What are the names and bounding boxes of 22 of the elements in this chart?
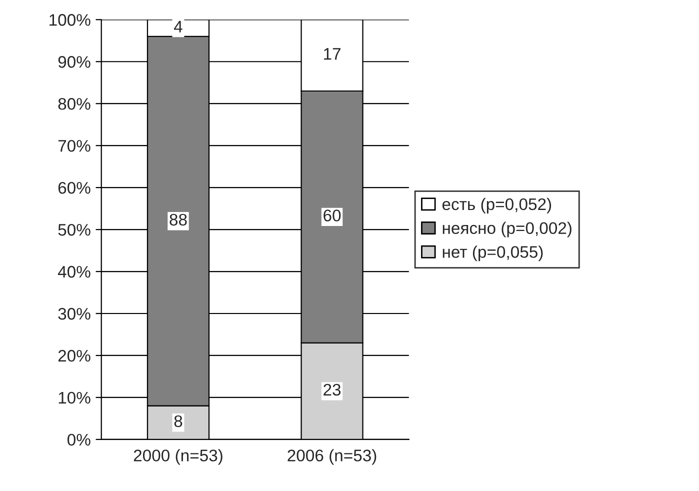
y-tick-label: 0% bbox=[68, 434, 90, 446]
data-label: 60 bbox=[324, 210, 341, 222]
x-tick-label: 2006 (n=53) bbox=[288, 449, 376, 465]
y-tick-label: 10% bbox=[58, 392, 90, 404]
data-label: 88 bbox=[170, 214, 187, 226]
y-tick-label: 40% bbox=[58, 266, 90, 278]
data-label: 23 bbox=[324, 384, 341, 396]
legend-label: есть (p=0,052) bbox=[442, 198, 552, 214]
y-tick-label: 30% bbox=[58, 308, 90, 320]
x-tick-label: 2000 (n=53) bbox=[134, 449, 222, 465]
y-tick-label: 50% bbox=[58, 224, 90, 236]
y-tick-label: 60% bbox=[58, 182, 90, 194]
y-tick-label: 20% bbox=[58, 350, 90, 362]
data-label: 17 bbox=[324, 48, 340, 60]
data-label: 8 bbox=[174, 415, 182, 428]
legend-label: нет (p=0,055) bbox=[442, 246, 543, 262]
y-tick-label: 70% bbox=[58, 140, 90, 152]
legend-label: неясно (p=0,002) bbox=[442, 222, 572, 238]
y-tick-label: 80% bbox=[58, 98, 90, 110]
y-tick-label: 90% bbox=[58, 56, 90, 68]
data-label: 4 bbox=[174, 20, 182, 32]
y-tick-label: 100% bbox=[50, 14, 90, 26]
